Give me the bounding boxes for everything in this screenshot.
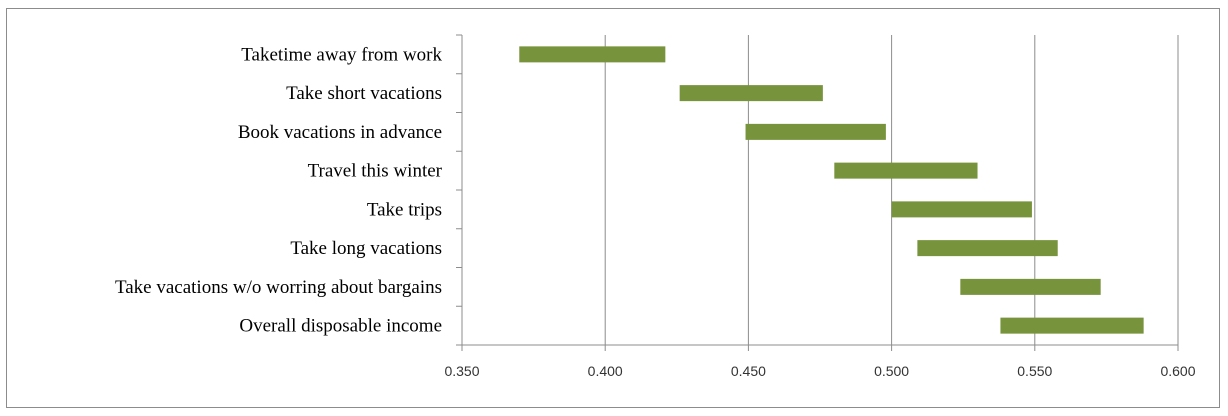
range-bar-5 xyxy=(917,240,1058,257)
category-label-4: Take trips xyxy=(367,199,442,220)
x-tick-label-0: 0.350 xyxy=(444,363,479,379)
category-label-1: Take short vacations xyxy=(286,83,442,104)
category-label-0: Taketime away from work xyxy=(241,44,442,65)
range-bar-7 xyxy=(1000,317,1144,334)
x-tick-label-5: 0.600 xyxy=(1160,363,1195,379)
category-label-3: Travel this winter xyxy=(308,161,443,182)
x-tick-label-4: 0.550 xyxy=(1017,363,1052,379)
category-label-6: Take vacations w/o worring about bargain… xyxy=(115,277,442,298)
x-tick-label-1: 0.400 xyxy=(588,363,623,379)
category-label-5: Take long vacations xyxy=(290,238,442,259)
category-label-2: Book vacations in advance xyxy=(238,122,442,143)
range-bar-1 xyxy=(679,85,823,102)
category-label-7: Overall disposable income xyxy=(239,316,442,337)
range-bar-4 xyxy=(891,201,1032,218)
range-bar-2 xyxy=(745,123,886,140)
range-bar-6 xyxy=(960,278,1101,295)
range-bar-3 xyxy=(834,162,978,179)
range-bar-0 xyxy=(519,46,666,63)
x-tick-label-3: 0.500 xyxy=(874,363,909,379)
x-tick-label-2: 0.450 xyxy=(731,363,766,379)
